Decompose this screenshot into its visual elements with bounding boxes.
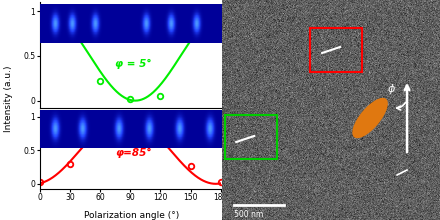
Text: φ = 5°: φ = 5° <box>115 59 152 69</box>
Text: $\phi$: $\phi$ <box>387 82 396 96</box>
Text: Intensity (a.u.): Intensity (a.u.) <box>4 66 13 132</box>
Ellipse shape <box>352 98 388 138</box>
Bar <box>225 115 277 159</box>
Bar <box>310 28 362 72</box>
Text: φ=85°: φ=85° <box>115 148 152 158</box>
Text: 500 nm: 500 nm <box>234 210 264 219</box>
Text: Polarization angle (°): Polarization angle (°) <box>84 211 180 220</box>
